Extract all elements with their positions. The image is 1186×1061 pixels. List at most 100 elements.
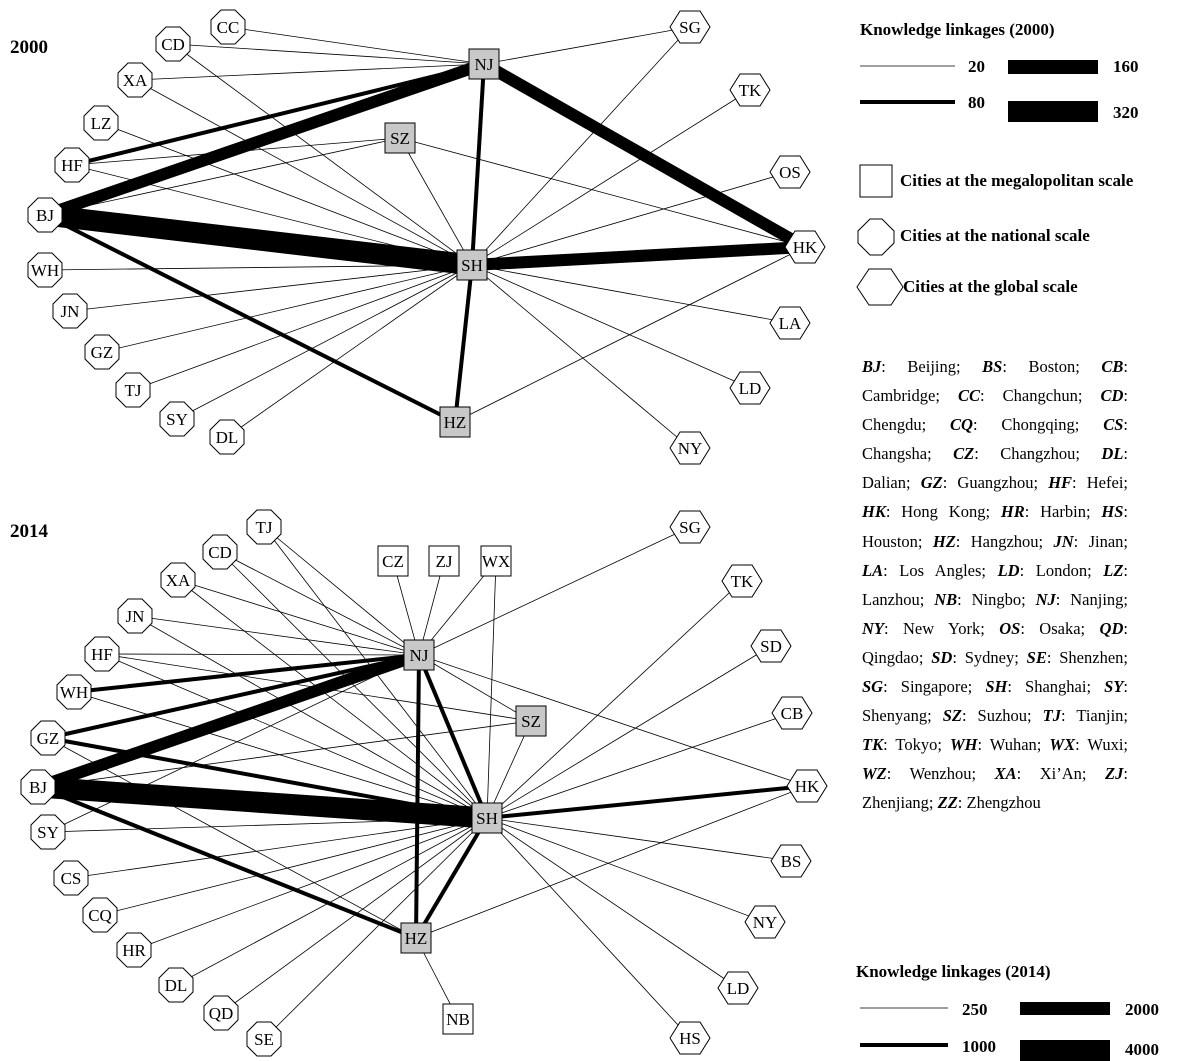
city-node-wx: WX (480, 545, 512, 577)
abbrev-entry: SD: Sydney; (931, 647, 1027, 667)
national-octagon-icon (30, 720, 66, 756)
national-octagon-icon (155, 26, 191, 62)
city-node-ld: LD (729, 371, 771, 405)
abbrev-entry: NB: Ningbo; (934, 589, 1036, 609)
city-node-sg: SG (669, 510, 711, 544)
city-label: TJ (256, 518, 273, 537)
national-octagon-icon (202, 534, 238, 570)
national-octagon-icon (30, 814, 66, 850)
abbrev-code: HF (1048, 473, 1073, 493)
city-label: NJ (410, 646, 429, 665)
city-node-sz: SZ (515, 705, 547, 737)
abbrev-entry: WX: Wuxi; (1049, 735, 1128, 755)
link-bj-nj (36, 649, 421, 793)
city-label: XA (166, 571, 191, 590)
city-label: HZ (444, 413, 467, 432)
national-octagon-icon (857, 218, 895, 256)
city-label: OS (779, 163, 801, 182)
scale-legend: Cities at the megalopolitan scale Cities… (856, 164, 1134, 306)
link-hz-hk (454, 246, 806, 423)
megalopolitan-square-icon (403, 639, 435, 671)
city-node-hs: HS (669, 1021, 711, 1055)
abbrev-code: WH (949, 735, 978, 755)
city-label: HS (679, 1029, 701, 1048)
city-label: TJ (125, 381, 142, 400)
abbrev-entry: SY: Shenyang; (862, 677, 1128, 726)
legend-2000-bar-320 (1008, 101, 1098, 122)
link-sh-hz (414, 816, 489, 940)
city-label: HZ (405, 929, 428, 948)
link-tj-sh (132, 264, 473, 391)
link-sg-sh (471, 26, 691, 266)
abbrev-entry: NJ: Nanjing; (1035, 589, 1129, 609)
city-label: CD (161, 35, 185, 54)
city-node-sh: SH (456, 249, 488, 281)
city-label: GZ (91, 343, 114, 362)
national-octagon-icon (246, 1021, 282, 1057)
link-jn-sh (69, 264, 473, 312)
link-wh-nj (73, 653, 420, 694)
national-octagon-icon (27, 197, 63, 233)
city-label: XA (123, 71, 148, 90)
global-hexagon-icon (669, 1021, 711, 1055)
city-node-nb: NB (442, 1003, 474, 1035)
city-label: CC (217, 18, 240, 37)
city-node-hz: HZ (400, 922, 432, 954)
link-cd-sh (219, 551, 488, 819)
legend-2000-label-80: 80 (968, 93, 985, 112)
link-sg-nj (483, 26, 691, 65)
legend-2014-bar-2000 (1020, 1002, 1110, 1015)
abbrev-code: SD (931, 647, 953, 667)
city-node-jn: JN (52, 293, 88, 329)
abbrev-entry: CC: Changchun; (957, 386, 1101, 406)
link-tj-nj (263, 526, 420, 656)
city-label: NB (446, 1010, 470, 1029)
city-node-nj: NJ (468, 48, 500, 80)
year-label-2000: 2000 (10, 37, 48, 58)
national-octagon-icon (158, 967, 194, 1003)
link-bj-hz (37, 785, 417, 940)
city-label: SD (760, 637, 782, 656)
global-hexagon-icon (784, 230, 826, 264)
link-ld-sh (471, 264, 751, 389)
link-bj-sz (37, 720, 532, 788)
national-octagon-icon (82, 897, 118, 933)
city-label: BJ (36, 206, 54, 225)
city-node-cc: CC (210, 9, 246, 45)
city-label: TK (731, 572, 754, 591)
abbrev-entry: GZ: Guangzhou; (920, 473, 1049, 493)
megalopolitan-square-icon (377, 545, 409, 577)
city-label: CQ (88, 906, 112, 925)
city-label: HR (122, 941, 146, 960)
megalopolitan-square-icon (471, 802, 503, 834)
legend-2000-label-160: 160 (1113, 57, 1139, 76)
abbrev-code: CC (957, 386, 980, 406)
city-label: DL (165, 976, 188, 995)
city-label: SY (166, 410, 188, 429)
city-label: WH (31, 261, 59, 280)
legend-2014: Knowledge linkages (2014) 250 1000 2000 … (856, 962, 1159, 1061)
city-node-hk: HK (786, 769, 828, 803)
national-octagon-icon (117, 598, 153, 634)
link-sh-ld (486, 817, 739, 989)
link-nj-sg (418, 526, 691, 656)
national-octagon-icon (209, 419, 245, 455)
abbrev-code: NY (862, 618, 884, 638)
city-node-gz: GZ (84, 334, 120, 370)
global-hexagon-icon (669, 510, 711, 544)
city-node-cd: CD (155, 26, 191, 62)
abbrev-code: CB (1101, 357, 1124, 376)
global-hexagon-icon (769, 306, 811, 340)
abbrev-code: HK (862, 502, 886, 522)
national-octagon-icon (54, 147, 90, 183)
city-node-bj: BJ (20, 769, 56, 805)
national-octagon-icon (246, 509, 282, 545)
link-xa-sh (134, 79, 473, 266)
city-node-sh: SH (471, 802, 503, 834)
link-cd-sh (172, 43, 473, 266)
national-octagon-icon (56, 674, 92, 710)
legend-2000-bar-160 (1008, 60, 1098, 74)
link-hz-hk (415, 785, 808, 939)
abbrev-entry: HR: Harbin; (1000, 502, 1102, 522)
